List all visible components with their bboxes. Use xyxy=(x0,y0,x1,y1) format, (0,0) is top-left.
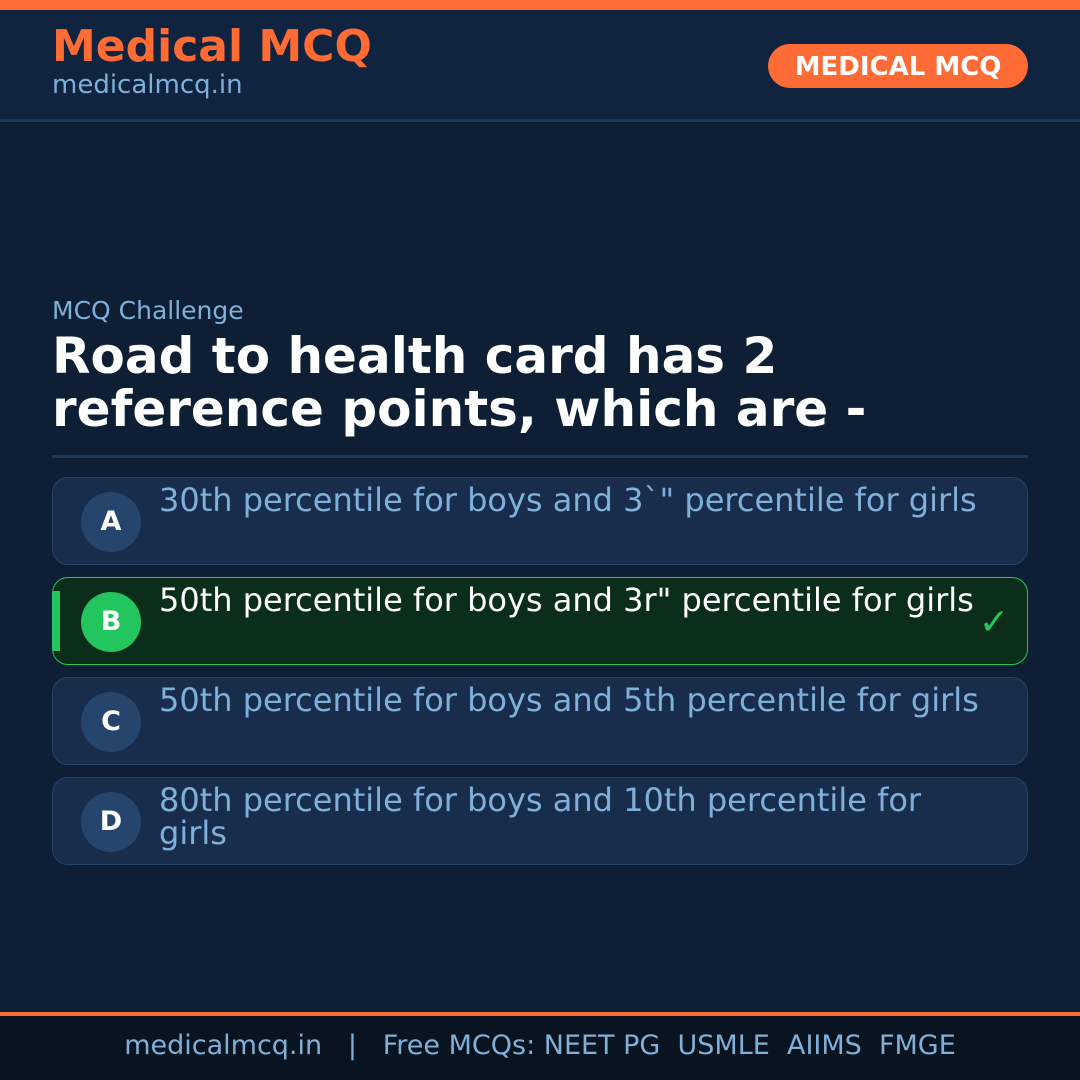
header: Medical MCQ medicalmcq.in MEDICAL MCQ xyxy=(0,10,1080,122)
option-text: 50th percentile for boys and 3r" percent… xyxy=(159,581,974,619)
divider xyxy=(52,455,1028,458)
option-letter: A xyxy=(81,492,141,552)
option-a[interactable]: A 30th percentile for boys and 3`" perce… xyxy=(52,477,1028,565)
brand-title: Medical MCQ xyxy=(52,21,372,72)
correct-indicator-bar xyxy=(53,591,60,651)
question-text: Road to health card has 2 reference poin… xyxy=(52,327,867,438)
site-url: medicalmcq.in xyxy=(52,70,243,100)
top-accent-bar xyxy=(0,0,1080,10)
checkmark-icon: ✓ xyxy=(978,602,1009,643)
option-c[interactable]: C 50th percentile for boys and 5th perce… xyxy=(52,677,1028,765)
option-text: 50th percentile for boys and 5th percent… xyxy=(159,681,979,719)
brand-badge: MEDICAL MCQ xyxy=(768,44,1028,88)
option-text: 30th percentile for boys and 3`" percent… xyxy=(159,481,977,519)
option-text: 80th percentile for boys and 10th percen… xyxy=(159,781,922,852)
option-d[interactable]: D 80th percentile for boys and 10th perc… xyxy=(52,777,1028,865)
option-letter: B xyxy=(81,592,141,652)
option-letter: D xyxy=(81,792,141,852)
kicker-label: MCQ Challenge xyxy=(52,296,244,325)
option-b[interactable]: B 50th percentile for boys and 3r" perce… xyxy=(52,577,1028,665)
footer: medicalmcq.in | Free MCQs: NEET PG USMLE… xyxy=(0,1012,1080,1080)
option-letter: C xyxy=(81,692,141,752)
